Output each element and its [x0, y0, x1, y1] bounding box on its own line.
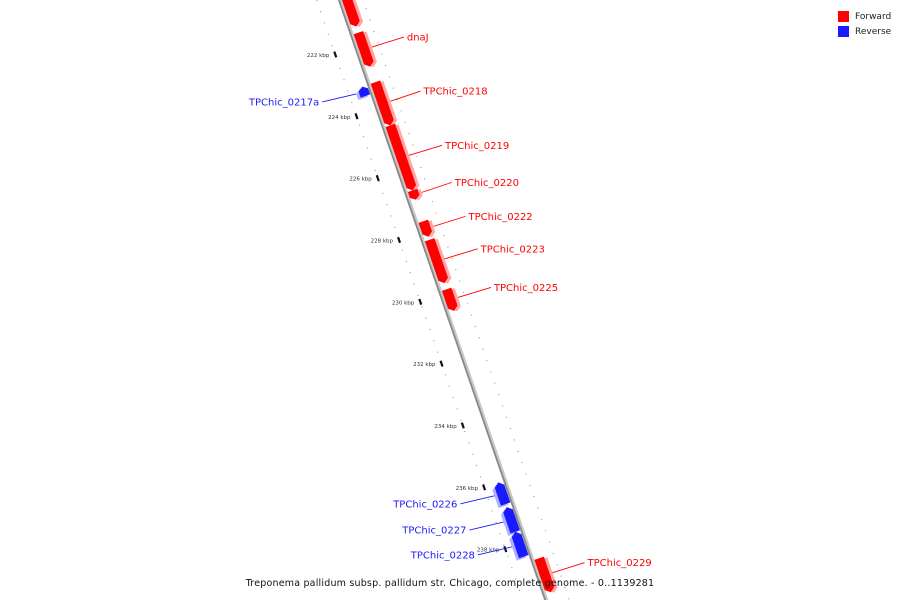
backbone-line [337, 0, 547, 600]
gene-tpchic-0226[interactable] [492, 482, 511, 509]
gene-tpchic-0218[interactable] [370, 80, 398, 126]
gene-label-tpchic-0223[interactable]: TPChic_0223 [480, 244, 545, 255]
scale-tick [460, 422, 465, 429]
gene-tpchic-0223[interactable] [424, 238, 452, 284]
legend: Forward Reverse [838, 9, 891, 39]
gene-tpchic-0222[interactable] [418, 219, 436, 238]
gene-tpchic-0219[interactable] [385, 123, 420, 191]
gene-tpchic-0220-body[interactable] [407, 188, 420, 200]
gene-label-tpchic-0218[interactable]: TPChic_0218 [422, 87, 487, 98]
gene-tpchic-0220-leader [421, 181, 452, 193]
gene-tpchic-0217a-body[interactable] [358, 86, 371, 98]
scale-tick [375, 174, 380, 182]
gene-tpchic-0222-body[interactable] [418, 219, 433, 237]
gene-tpchic-0218-body[interactable] [370, 80, 394, 126]
legend-forward-label: Forward [855, 11, 892, 22]
legend-reverse-label: Reverse [855, 26, 892, 37]
forward-swatch [838, 11, 849, 22]
gene-label-tpchic-0222[interactable]: TPChic_0222 [467, 212, 532, 223]
scale-tick [418, 298, 423, 305]
gene-dnak[interactable] [334, 0, 364, 27]
gene-tpchic-0229-leader [552, 562, 585, 574]
gene-label-tpchic-0226[interactable]: TPChic_0226 [392, 499, 457, 510]
gene-label-tpchic-0220[interactable]: TPChic_0220 [454, 178, 519, 189]
gene-tpchic-0226-body[interactable] [494, 482, 511, 506]
gene-tpchic-0228[interactable] [509, 531, 529, 561]
scale-tick-label: 222 kbp [307, 53, 330, 59]
scale-tick [354, 113, 359, 120]
gene-dnaj-leader [371, 36, 404, 48]
gene-label-dnaj[interactable]: dnaJ [407, 33, 429, 44]
gene-label-tpchic-0225[interactable]: TPChic_0225 [493, 283, 558, 294]
scale-tick-label: 236 kbp [456, 486, 479, 492]
gene-tpchic-0219-body[interactable] [385, 123, 417, 191]
scale-tick [397, 236, 402, 244]
gene-label-tpchic-0219[interactable]: TPChic_0219 [444, 141, 509, 152]
gene-tpchic-0219-leader [408, 144, 443, 156]
legend-reverse: Reverse [838, 24, 891, 39]
gene-label-tpchic-0227[interactable]: TPChic_0227 [401, 526, 466, 537]
backbone-line [339, 0, 549, 600]
scale-tick-label: 226 kbp [349, 177, 372, 183]
gene-tpchic-0222-leader [433, 215, 466, 227]
gene-tpchic-0228-body[interactable] [511, 531, 529, 559]
reverse-swatch [838, 26, 849, 37]
map-caption: Treponema pallidum subsp. pallidum str. … [245, 578, 655, 589]
gene-tpchic-0225[interactable] [441, 287, 461, 312]
gene-label-tpchic-0228[interactable]: TPChic_0228 [410, 550, 475, 561]
label-layer: dnaKdnaJTPChic_0217aTPChic_0218TPChic_02… [248, 33, 652, 574]
scale-tick-label: 232 kbp [413, 362, 436, 368]
gene-tpchic-0217a-leader [322, 93, 357, 103]
scale-tick [482, 484, 487, 491]
gene-layer [334, 0, 558, 593]
gene-tpchic-0226-leader [460, 495, 495, 505]
scale-tick-label: 238 kbp [477, 548, 500, 554]
scale-tick-label: 234 kbp [434, 424, 457, 430]
scale-tick-label: 224 kbp [328, 115, 351, 121]
gene-tpchic-0223-leader [444, 248, 478, 260]
gene-tpchic-0218-leader [390, 90, 421, 102]
gene-tpchic-0227-leader [469, 521, 504, 531]
scale-tick [333, 51, 338, 58]
gene-tpchic-0227-body[interactable] [503, 507, 520, 534]
gene-dnak-body[interactable] [334, 0, 360, 27]
gene-tpchic-0227[interactable] [500, 507, 520, 536]
gene-tpchic-0225-leader [457, 287, 492, 298]
scale-tick-label: 230 kbp [392, 300, 415, 306]
scale-tick [439, 360, 444, 367]
scale-tick [503, 545, 508, 553]
gene-tpchic-0217a[interactable] [356, 86, 371, 100]
legend-forward: Forward [838, 9, 891, 24]
gene-dnaj-body[interactable] [353, 31, 374, 67]
gene-dnaj[interactable] [353, 31, 377, 68]
gene-tpchic-0228-leader [477, 546, 513, 556]
gene-tpchic-0225-body[interactable] [441, 287, 458, 311]
gene-tpchic-0229[interactable] [534, 556, 558, 593]
gene-tpchic-0223-body[interactable] [424, 238, 448, 284]
gene-tpchic-0229-body[interactable] [534, 556, 555, 593]
scale-tick-label: 228 kbp [371, 238, 394, 244]
gene-label-tpchic-0229[interactable]: TPChic_0229 [587, 558, 652, 569]
gene-tpchic-0220[interactable] [407, 188, 423, 201]
gene-label-tpchic-0217a[interactable]: TPChic_0217a [248, 97, 319, 108]
